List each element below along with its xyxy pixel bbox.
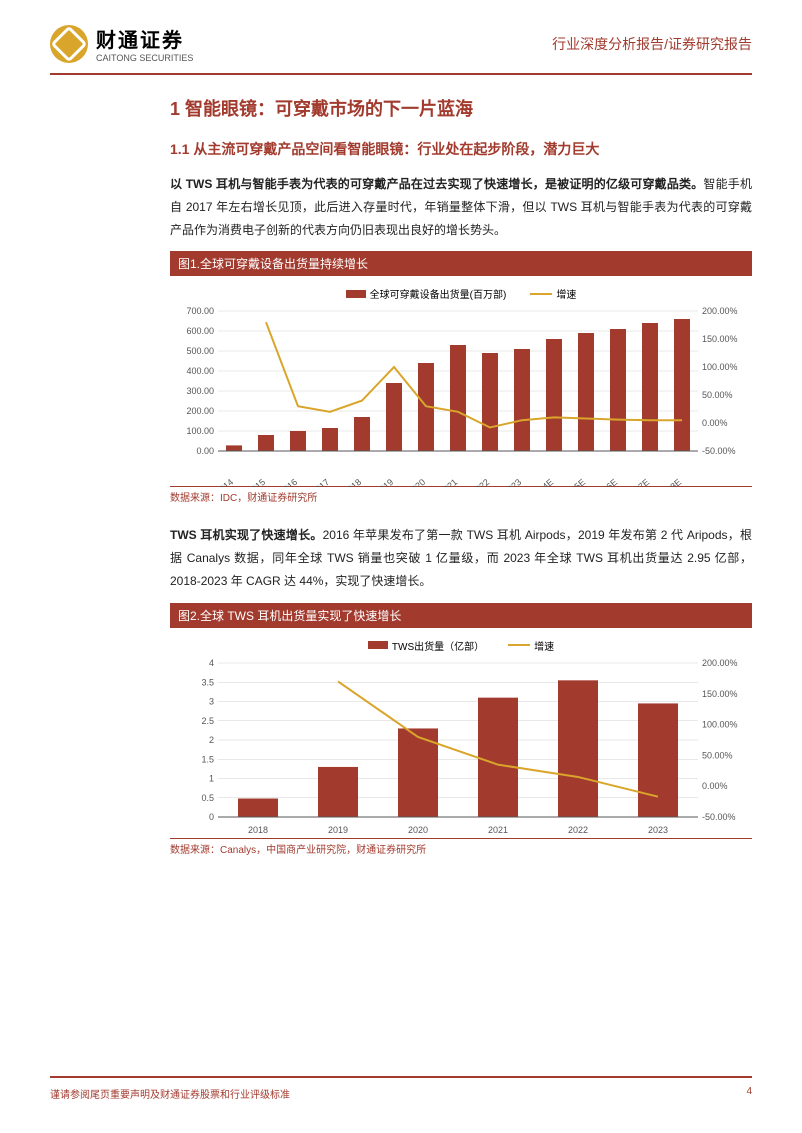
report-type-label: 行业深度分析报告/证券研究报告	[552, 34, 752, 54]
figure-1-legend: 全球可穿戴设备出货量(百万部) 增速	[170, 286, 752, 301]
legend-line-item: 增速	[508, 638, 554, 653]
paragraph-2-lead: TWS 耳机实现了快速增长。	[170, 528, 323, 542]
svg-text:150.00%: 150.00%	[702, 689, 738, 699]
svg-text:0: 0	[209, 812, 214, 822]
svg-text:0.00%: 0.00%	[702, 418, 728, 428]
legend-bar-label: TWS出货量（亿部）	[392, 638, 484, 653]
svg-text:400.00: 400.00	[186, 366, 214, 376]
line-swatch-icon	[508, 644, 530, 646]
section-title-1: 1 智能眼镜：可穿戴市场的下一片蓝海	[170, 95, 752, 121]
paragraph-2: TWS 耳机实现了快速增长。2016 年苹果发布了第一款 TWS 耳机 Airp…	[170, 524, 752, 592]
legend-line-label: 增速	[556, 286, 576, 301]
line-swatch-icon	[530, 293, 552, 295]
svg-text:100.00%: 100.00%	[702, 719, 738, 729]
svg-text:0.00%: 0.00%	[702, 781, 728, 791]
svg-text:2: 2	[209, 735, 214, 745]
legend-bar-item: 全球可穿戴设备出货量(百万部)	[346, 286, 507, 301]
figure-1-source: 数据来源：IDC，财通证券研究所	[170, 489, 752, 504]
svg-text:2.5: 2.5	[201, 716, 214, 726]
svg-text:2021: 2021	[438, 477, 460, 487]
figure-1-title: 图1.全球可穿戴设备出货量持续增长	[170, 251, 752, 276]
logo-text-cn: 财通证券	[96, 24, 193, 53]
svg-text:2025E: 2025E	[561, 477, 587, 487]
svg-text:2027E: 2027E	[625, 477, 651, 487]
figure-2-legend: TWS出货量（亿部） 增速	[170, 638, 752, 653]
svg-text:2018: 2018	[248, 825, 268, 835]
report-header: 财通证券 CAITONG SECURITIES 行业深度分析报告/证券研究报告	[0, 0, 802, 75]
section-title-1-1: 1.1 从主流可穿戴产品空间看智能眼镜：行业处在起步阶段，潜力巨大	[170, 139, 752, 159]
chart-1-svg: 0.00 100.00 200.00 300.00 400.00 500.00 600.00…	[170, 307, 752, 487]
figure-2-source: 数据来源：Canalys，中国商产业研究院，财通证券研究所	[170, 841, 752, 856]
brand-logo: 财通证券 CAITONG SECURITIES	[50, 24, 193, 63]
svg-text:50.00%: 50.00%	[702, 390, 733, 400]
svg-text:2022: 2022	[568, 825, 588, 835]
svg-text:2028E: 2028E	[657, 477, 683, 487]
svg-text:200.00%: 200.00%	[702, 659, 738, 668]
logo-text-en: CAITONG SECURITIES	[96, 53, 193, 63]
svg-text:50.00%: 50.00%	[702, 750, 733, 760]
bar-swatch-icon	[368, 641, 388, 649]
paragraph-1-lead: 以 TWS 耳机与智能手表为代表的可穿戴产品在过去实现了快速增长，是被证明的亿级…	[170, 177, 703, 191]
svg-text:2022: 2022	[470, 477, 492, 487]
svg-text:500.00: 500.00	[186, 346, 214, 356]
svg-text:2023: 2023	[648, 825, 668, 835]
svg-text:1.5: 1.5	[201, 754, 214, 764]
chart-2-svg: 0 0.5 1 1.5 2 2.5 3 3.5 4 -50.00% 0.00% 50.00% 100.0…	[170, 659, 752, 839]
svg-text:150.00%: 150.00%	[702, 334, 738, 344]
svg-text:600.00: 600.00	[186, 326, 214, 336]
legend-bar-label: 全球可穿戴设备出货量(百万部)	[370, 286, 507, 301]
figure-2-title: 图2.全球 TWS 耳机出货量实现了快速增长	[170, 603, 752, 628]
svg-text:2020: 2020	[408, 825, 428, 835]
svg-text:300.00: 300.00	[186, 386, 214, 396]
legend-line-label: 增速	[534, 638, 554, 653]
svg-text:3.5: 3.5	[201, 677, 214, 687]
svg-text:2023: 2023	[502, 477, 524, 487]
svg-text:1: 1	[209, 773, 214, 783]
footer-page-number: 4	[746, 1086, 752, 1101]
svg-text:700.00: 700.00	[186, 307, 214, 316]
svg-text:100.00: 100.00	[186, 426, 214, 436]
svg-text:2021: 2021	[488, 825, 508, 835]
figure-2-chart: TWS出货量（亿部） 增速 0 0.5 1 1.5 2 2.5 3 3.5 4 -50.00% 0.…	[170, 628, 752, 838]
logo-icon	[50, 25, 88, 63]
svg-text:2018: 2018	[342, 477, 364, 487]
svg-text:3: 3	[209, 696, 214, 706]
svg-text:2019: 2019	[374, 477, 396, 487]
svg-text:2024E: 2024E	[529, 477, 555, 487]
report-body: 1 智能眼镜：可穿戴市场的下一片蓝海 1.1 从主流可穿戴产品空间看智能眼镜：行…	[0, 75, 802, 886]
bar-swatch-icon	[346, 290, 366, 298]
svg-text:100.00%: 100.00%	[702, 362, 738, 372]
report-footer: 谨请参阅尾页重要声明及财通证券股票和行业评级标准 4	[50, 1076, 752, 1101]
paragraph-1: 以 TWS 耳机与智能手表为代表的可穿戴产品在过去实现了快速增长，是被证明的亿级…	[170, 173, 752, 241]
svg-text:2019: 2019	[328, 825, 348, 835]
legend-bar-item: TWS出货量（亿部）	[368, 638, 484, 653]
legend-line-item: 增速	[530, 286, 576, 301]
svg-text:200.00: 200.00	[186, 406, 214, 416]
figure-1-chart: 全球可穿戴设备出货量(百万部) 增速 0.00 100.00 200.00 300.0…	[170, 276, 752, 486]
svg-text:-50.00%: -50.00%	[702, 446, 736, 456]
svg-text:2020: 2020	[406, 477, 428, 487]
svg-text:200.00%: 200.00%	[702, 307, 738, 316]
footer-disclaimer: 谨请参阅尾页重要声明及财通证券股票和行业评级标准	[50, 1086, 290, 1101]
svg-text:4: 4	[209, 659, 214, 668]
svg-text:0.00: 0.00	[196, 446, 214, 456]
svg-text:2017: 2017	[310, 477, 332, 487]
svg-text:0.5: 0.5	[201, 793, 214, 803]
svg-text:-50.00%: -50.00%	[702, 812, 736, 822]
svg-text:2014: 2014	[214, 477, 236, 487]
svg-text:2015: 2015	[246, 477, 268, 487]
svg-text:2016: 2016	[278, 477, 300, 487]
svg-text:2026E: 2026E	[593, 477, 619, 487]
